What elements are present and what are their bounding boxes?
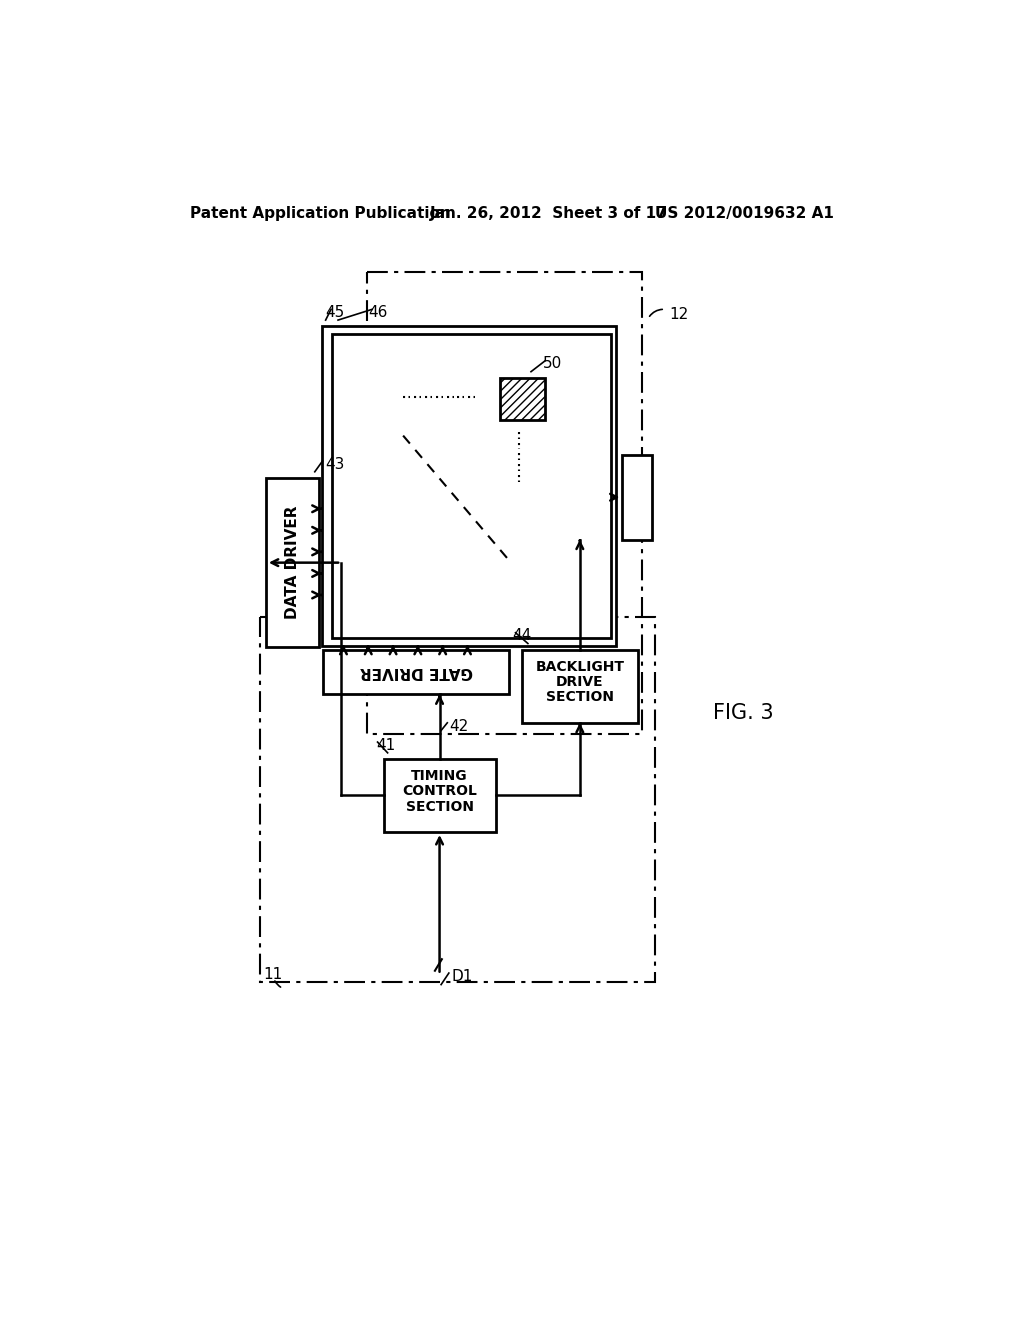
Text: 44: 44	[512, 628, 531, 643]
Bar	[260, 616, 655, 982]
Text: BACKLIGHT: BACKLIGHT	[536, 660, 625, 673]
Text: 11: 11	[263, 968, 283, 982]
Text: 50: 50	[543, 356, 562, 371]
Text: Jan. 26, 2012  Sheet 3 of 17: Jan. 26, 2012 Sheet 3 of 17	[430, 206, 668, 222]
Text: 42: 42	[449, 719, 468, 734]
Bar	[500, 378, 545, 420]
Text: SECTION: SECTION	[546, 690, 613, 705]
Bar	[322, 326, 616, 645]
Text: 12: 12	[669, 308, 688, 322]
Text: 43: 43	[325, 457, 344, 471]
Text: CONTROL: CONTROL	[402, 784, 477, 799]
Text: DRIVE: DRIVE	[556, 675, 603, 689]
Bar	[521, 649, 638, 723]
Text: TIMING: TIMING	[412, 770, 468, 783]
Text: US 2012/0019632 A1: US 2012/0019632 A1	[655, 206, 834, 222]
Text: FIG. 3: FIG. 3	[713, 702, 774, 723]
Text: Patent Application Publication: Patent Application Publication	[190, 206, 451, 222]
Text: DATA DRIVER: DATA DRIVER	[285, 506, 300, 619]
Bar	[367, 272, 642, 734]
Bar	[324, 649, 509, 694]
Text: GATE DRIVER: GATE DRIVER	[359, 664, 473, 680]
Text: 41: 41	[376, 738, 395, 752]
Text: SECTION: SECTION	[406, 800, 473, 813]
Bar	[384, 759, 496, 832]
Text: D1: D1	[452, 969, 472, 985]
Bar	[332, 334, 611, 638]
Bar	[500, 378, 545, 420]
Text: 45: 45	[326, 305, 345, 319]
Text: 46: 46	[369, 305, 388, 319]
Bar	[623, 455, 652, 540]
Bar	[266, 478, 318, 647]
